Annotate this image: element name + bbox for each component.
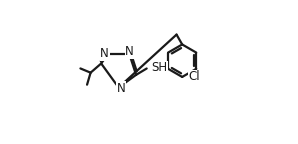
Text: SH: SH [151, 61, 167, 74]
Text: N: N [125, 45, 134, 58]
Text: N: N [100, 47, 109, 60]
Text: Cl: Cl [189, 70, 200, 83]
Text: N: N [117, 82, 125, 95]
